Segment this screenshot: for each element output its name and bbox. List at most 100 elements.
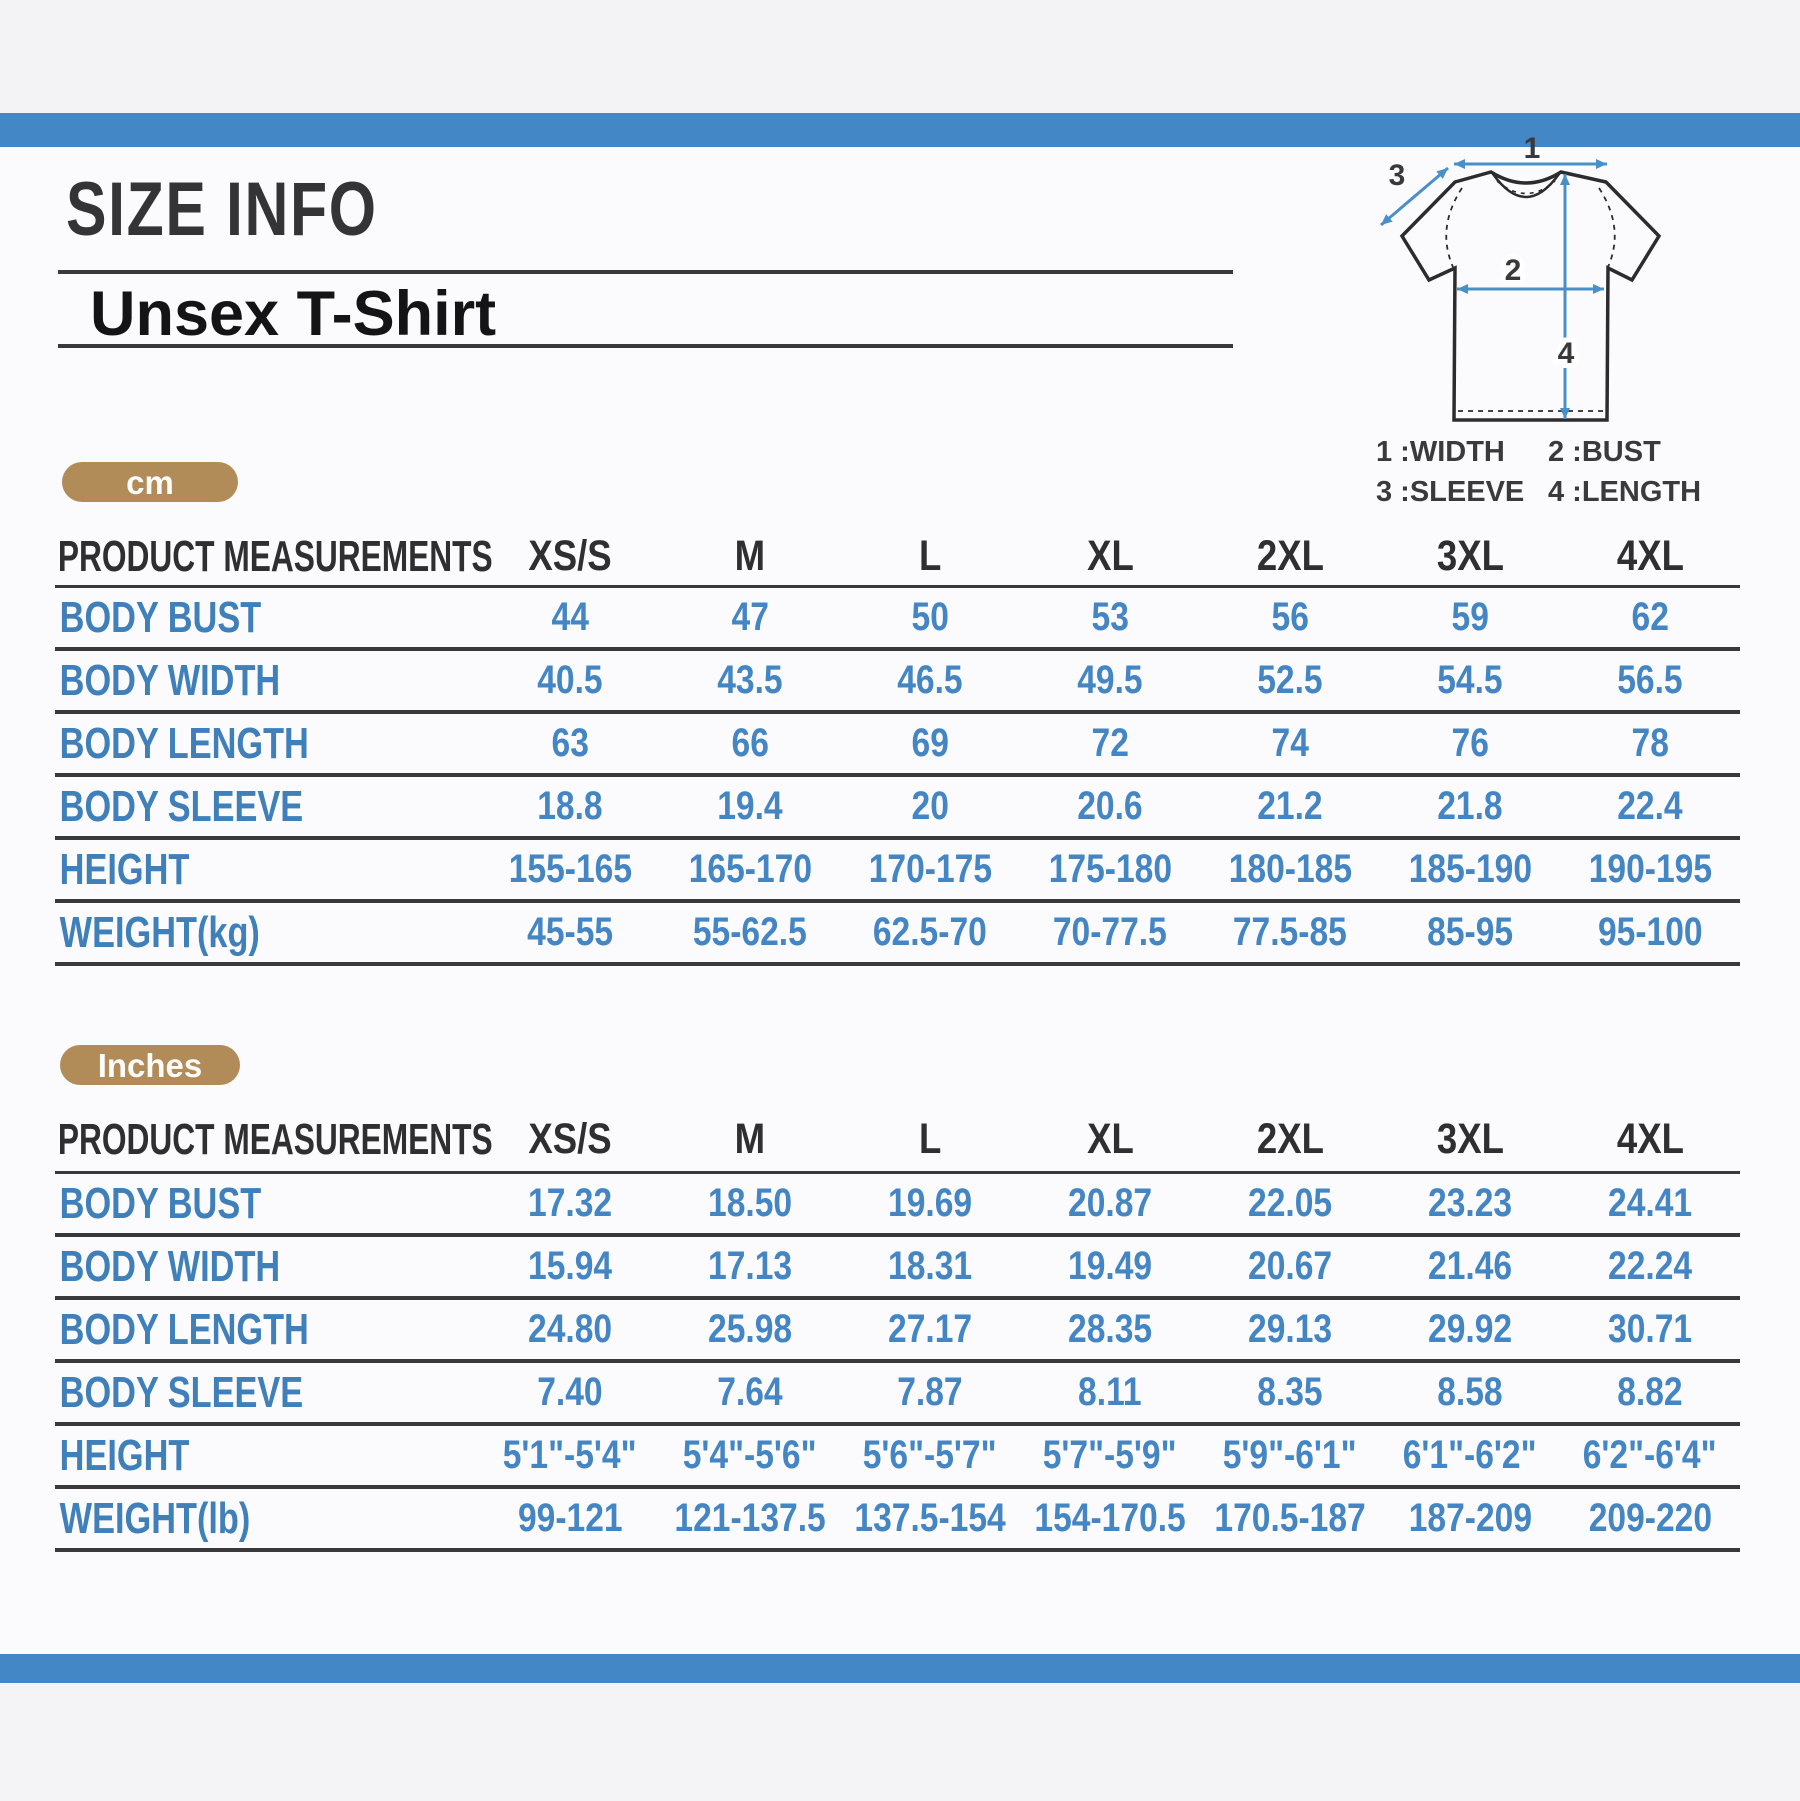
row-label: HEIGHT (59, 844, 190, 894)
column-header-measurements: PRODUCT MEASUREMENTS (57, 1114, 493, 1164)
measurement-value: 62.5-70 (840, 910, 1020, 955)
measurement-value: 40.5 (480, 658, 660, 703)
table-row: BODY WIDTH 15.94 17.13 18.31 19.49 20.67 21.46… (55, 1237, 1740, 1300)
measurement-value: 137.5-154 (840, 1496, 1020, 1541)
measurement-value: 77.5-85 (1200, 910, 1380, 955)
measurement-value: 43.5 (660, 658, 840, 703)
measurement-value: 175-180 (1020, 847, 1200, 892)
measurement-value: 187-209 (1380, 1496, 1560, 1541)
top-margin-band (0, 0, 1800, 113)
measurement-value: 8.35 (1200, 1370, 1380, 1415)
measurement-value: 25.98 (660, 1307, 840, 1352)
measurement-value-text: 29.92 (1427, 1307, 1513, 1351)
measurement-value-text: 59 (1451, 595, 1489, 639)
marker-4-label: 4 (1558, 337, 1575, 370)
measurement-value-text: 22.4 (1617, 784, 1683, 828)
measurement-value: 56.5 (1560, 658, 1740, 703)
measurement-value: 22.05 (1200, 1181, 1380, 1226)
measurement-value-text: 8.11 (1078, 1370, 1142, 1414)
table-row: HEIGHT 5'1"-5'4" 5'4"-5'6" 5'6"-5'7" 5'7"-5'… (55, 1426, 1740, 1489)
measurement-value: 45-55 (480, 910, 660, 955)
measurement-value: 8.11 (1020, 1370, 1200, 1415)
measurement-value-text: 18.50 (707, 1181, 793, 1225)
column-header-size-2xl: 2XL (1200, 1115, 1380, 1164)
measurement-value: 62 (1560, 595, 1740, 640)
measurement-value-text: 7.40 (537, 1370, 603, 1414)
collar-stitching (1496, 180, 1556, 195)
column-header-size-3xl-text: 3XL (1436, 532, 1504, 580)
divider-line (58, 270, 1233, 274)
measurement-value: 154-170.5 (1020, 1496, 1200, 1541)
row-label: BODY SLEEVE (59, 1367, 304, 1417)
measurement-value: 24.41 (1560, 1181, 1740, 1226)
measurement-value: 85-95 (1380, 910, 1560, 955)
measurement-value-text: 24.41 (1607, 1181, 1693, 1225)
measurement-value: 20.6 (1020, 784, 1200, 829)
measurement-value: 76 (1380, 721, 1560, 766)
measurement-value-text: 180-185 (1228, 847, 1352, 891)
measurement-value-text: 7.64 (717, 1370, 783, 1414)
measurement-value: 53 (1020, 595, 1200, 640)
diagram-legend: 1 :WIDTH 2 :BUST 3 :SLEEVE 4 :LENGTH (1376, 436, 1701, 509)
measurement-value: 18.31 (840, 1244, 1020, 1289)
measurement-value: 19.69 (840, 1181, 1020, 1226)
right-armhole-seam (1598, 187, 1616, 268)
measurement-value-text: 77.5-85 (1233, 910, 1347, 954)
measurement-value: 6'1"-6'2" (1380, 1433, 1560, 1478)
measurement-value: 17.32 (480, 1181, 660, 1226)
legend-item-width: 1 :WIDTH (1376, 436, 1505, 468)
measurement-value-text: 17.32 (527, 1181, 613, 1225)
measurement-value: 5'9"-6'1" (1200, 1433, 1380, 1478)
measurement-value-text: 7.87 (897, 1370, 963, 1414)
measurement-value-text: 46.5 (897, 658, 963, 702)
column-header-size-4xl-text: 4XL (1616, 1115, 1684, 1163)
divider-line (58, 344, 1233, 348)
measurement-value-text: 95-100 (1597, 910, 1703, 954)
measurement-value: 99-121 (480, 1496, 660, 1541)
measurement-value: 185-190 (1380, 847, 1560, 892)
measurement-value: 20.87 (1020, 1181, 1200, 1226)
measurement-value-text: 25.98 (707, 1307, 793, 1351)
measurement-value: 17.13 (660, 1244, 840, 1289)
measurement-value-text: 21.46 (1427, 1244, 1513, 1288)
measurement-value: 21.8 (1380, 784, 1560, 829)
row-label: WEIGHT(lb) (59, 1493, 251, 1543)
table-row: BODY LENGTH 63 66 69 72 74 76 78 (55, 714, 1740, 777)
measurement-value: 52.5 (1200, 658, 1380, 703)
row-label: BODY WIDTH (59, 1241, 281, 1291)
tshirt-measurement-diagram: 1 3 2 4 (1380, 132, 1662, 422)
measurement-value: 28.35 (1020, 1307, 1200, 1352)
measurement-value-text: 8.35 (1257, 1370, 1323, 1414)
measurement-value: 55-62.5 (660, 910, 840, 955)
measurement-value: 56 (1200, 595, 1380, 640)
column-header-size-m: M (660, 1115, 840, 1164)
column-header-size-l: L (840, 1115, 1020, 1164)
measurement-value-text: 170-175 (868, 847, 992, 891)
measurement-value-text: 154-170.5 (1034, 1496, 1186, 1540)
measurement-value: 44 (480, 595, 660, 640)
measurement-value-text: 30.71 (1607, 1307, 1693, 1351)
measurement-value: 50 (840, 595, 1020, 640)
table-row: BODY SLEEVE 7.40 7.64 7.87 8.11 8.35 8.58 8.82 (55, 1363, 1740, 1426)
measurement-value-text: 27.17 (887, 1307, 973, 1351)
measurement-value-text: 62 (1631, 595, 1669, 639)
measurement-value: 23.23 (1380, 1181, 1560, 1226)
top-accent-bar (0, 113, 1800, 147)
measurement-value: 20.67 (1200, 1244, 1380, 1289)
measurement-value-text: 22.24 (1607, 1244, 1693, 1288)
measurement-value-text: 54.5 (1437, 658, 1503, 702)
table-row: BODY BUST 17.32 18.50 19.69 20.87 22.05 23.23 2… (55, 1174, 1740, 1237)
size-table-inches: PRODUCT MEASUREMENTS XS/S M L XL 2XL 3XL 4XL BOD… (55, 1108, 1740, 1552)
measurement-value-text: 44 (551, 595, 589, 639)
measurement-value: 29.13 (1200, 1307, 1380, 1352)
measurement-value: 155-165 (480, 847, 660, 892)
measurement-value-text: 56.5 (1617, 658, 1683, 702)
measurement-value: 24.80 (480, 1307, 660, 1352)
product-subtitle: Unsex T-Shirt (90, 279, 497, 349)
marker-2-label: 2 (1505, 254, 1522, 287)
measurement-value-text: 5'6"-5'7" (863, 1433, 997, 1477)
column-header-size-xs-s: XS/S (480, 532, 660, 581)
row-label: BODY BUST (59, 1178, 262, 1228)
table-row: BODY LENGTH 24.80 25.98 27.17 28.35 29.13 29.9… (55, 1300, 1740, 1363)
column-header-size-4xl-text: 4XL (1616, 532, 1684, 580)
